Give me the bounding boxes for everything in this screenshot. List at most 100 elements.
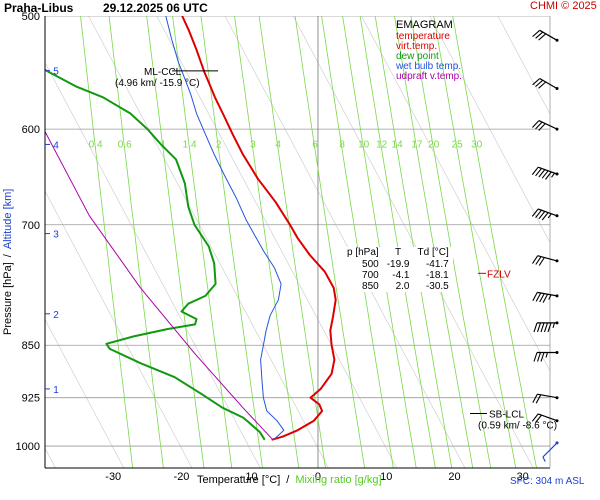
sounding-datetime: 29.12.2025 06 UTC: [103, 1, 208, 15]
wind-barb: [532, 29, 559, 42]
wind-barb: [532, 393, 559, 404]
wind-barb-half-feather: [551, 172, 556, 178]
altitude-tick-label: 1: [53, 385, 59, 396]
table-cell: -30.5: [425, 281, 449, 292]
wind-barb: [531, 208, 559, 221]
wind-barb-feather: [531, 208, 539, 217]
table-cell: 500: [362, 259, 379, 270]
y-tick-label: 700: [22, 220, 40, 232]
y-tick-label: 600: [22, 124, 40, 136]
x-tick-label: -30: [105, 471, 121, 483]
mixing-ratio-line: [410, 16, 492, 468]
annotations: ML-CCL(4.96 km/ -15.9 °C) SB-LCL(0.59 km/…: [115, 67, 557, 432]
x-axis-label: Temperature [°C]: [197, 474, 280, 486]
y-tick-label: 500: [22, 11, 40, 23]
wind-barb-half-feather: [552, 322, 556, 329]
wind-barb-feather: [540, 322, 545, 333]
adiabat-line: [88, 16, 329, 468]
mixing-ratio-line: [258, 16, 326, 468]
wind-barb-feather: [538, 257, 545, 266]
mixing-ratio-label: 14: [392, 139, 404, 150]
wind-barb: [531, 413, 559, 423]
fzlv-label: FZLV: [487, 269, 511, 280]
adiabat-line: [497, 16, 550, 115]
wind-barb-feather: [538, 211, 546, 220]
mixing-ratio-label: 0.4: [89, 139, 103, 150]
wind-barb: [542, 441, 559, 462]
y-axis-label-2: Altitude [km]: [2, 189, 14, 250]
table-cell: 2.0: [395, 281, 410, 292]
ml-ccl-value: (4.96 km/ -15.9 °C): [115, 78, 200, 89]
altitude-tick-label: 2: [53, 310, 59, 321]
wind-barb: [533, 351, 559, 362]
wind-barb-feather: [531, 120, 540, 128]
adiabat-line: [45, 61, 261, 468]
wind-barb-half-feather: [545, 352, 549, 358]
adiabat-line: [566, 16, 600, 468]
mixing-ratio-line: [452, 16, 537, 468]
wind-barb-feather: [535, 121, 543, 130]
wind-barb-feather: [536, 352, 542, 362]
wind-barb-feather: [531, 166, 539, 175]
series-wet-bulb-temp-line: [165, 16, 285, 441]
mixing-ratio-label: 1: [160, 139, 166, 150]
altitude-tick-label: 4: [53, 140, 59, 151]
wind-barb-feather: [535, 79, 544, 87]
station-name: Praha-Libus: [4, 1, 74, 15]
mixing-ratio-line: [172, 16, 233, 468]
wind-barb-dot: [555, 294, 559, 298]
x-tick-label: 0: [315, 471, 321, 483]
mixing-ratio-label: 30: [471, 139, 483, 150]
adiabat-line: [224, 16, 466, 468]
sounding-series: [45, 16, 337, 441]
mixing-ratio-line: [200, 16, 263, 468]
legend-title: EMAGRAM: [396, 19, 453, 31]
mixing-ratio-line: [433, 16, 517, 468]
wind-barb: [531, 120, 559, 131]
wind-barb: [531, 166, 559, 180]
wind-barb-feather: [535, 292, 542, 302]
legend-entry: udpraft v.temp.: [396, 71, 462, 82]
wind-barb-half-feather: [548, 294, 552, 300]
mixing-ratio-line: [108, 16, 164, 468]
wind-barb-feather: [535, 209, 542, 218]
wind-barb-feather: [535, 168, 542, 177]
mixing-ratio-label: 0.6: [118, 139, 132, 150]
mixing-ratio-line: [294, 16, 366, 468]
wind-barb-feather: [532, 78, 541, 86]
x-axis-title: Temperature [°C] / Mixing ratio [g/kg]: [197, 474, 382, 486]
wind-barb-feather: [532, 393, 538, 403]
wind-barb-dot: [555, 127, 559, 131]
sb-lcl-value: (0.59 km/ -8.6 °C): [478, 420, 557, 431]
table-header-td: Td [°C]: [417, 247, 449, 258]
mixing-ratio-line: [234, 16, 300, 468]
wind-barb-dot: [555, 321, 559, 325]
table-cell: -18.1: [425, 270, 449, 281]
wind-barb: [533, 321, 559, 333]
adiabat-line: [156, 16, 398, 468]
table-row: 500 -19.9 -41.7: [343, 259, 453, 270]
mixing-ratio-label: 20: [428, 139, 440, 150]
y-tick-label: 1000: [16, 441, 40, 453]
table-cell: -41.7: [425, 259, 449, 270]
wind-barb-dot: [555, 396, 559, 400]
x-tick-label: 10: [380, 471, 392, 483]
wind-barb-feather: [535, 414, 542, 423]
wind-barb: [532, 255, 559, 266]
mixing-ratio-label: 4: [275, 139, 281, 150]
wind-barb-dot: [555, 259, 559, 263]
wind-barb-feather: [538, 81, 547, 89]
wind-barb-dot: [555, 87, 559, 90]
wind-barb-feather: [538, 169, 546, 178]
x-tick-label: 30: [517, 471, 529, 483]
mixing-ratio-line: [146, 16, 205, 468]
wind-barb-feather: [540, 352, 545, 362]
y-tick-label: 925: [22, 393, 40, 405]
wind-barb-feather: [536, 322, 542, 333]
wind-barb-feather: [533, 352, 538, 362]
legend-entry: dew point: [396, 51, 439, 62]
wind-barb: [532, 291, 559, 303]
copyright: CHMI © 2025: [530, 0, 597, 12]
